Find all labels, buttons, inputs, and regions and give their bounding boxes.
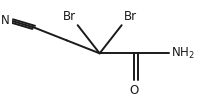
Text: Br: Br [123,10,137,23]
Text: O: O [130,84,139,97]
Text: N: N [1,14,10,27]
Text: NH$_2$: NH$_2$ [171,46,195,61]
Text: Br: Br [63,10,76,23]
